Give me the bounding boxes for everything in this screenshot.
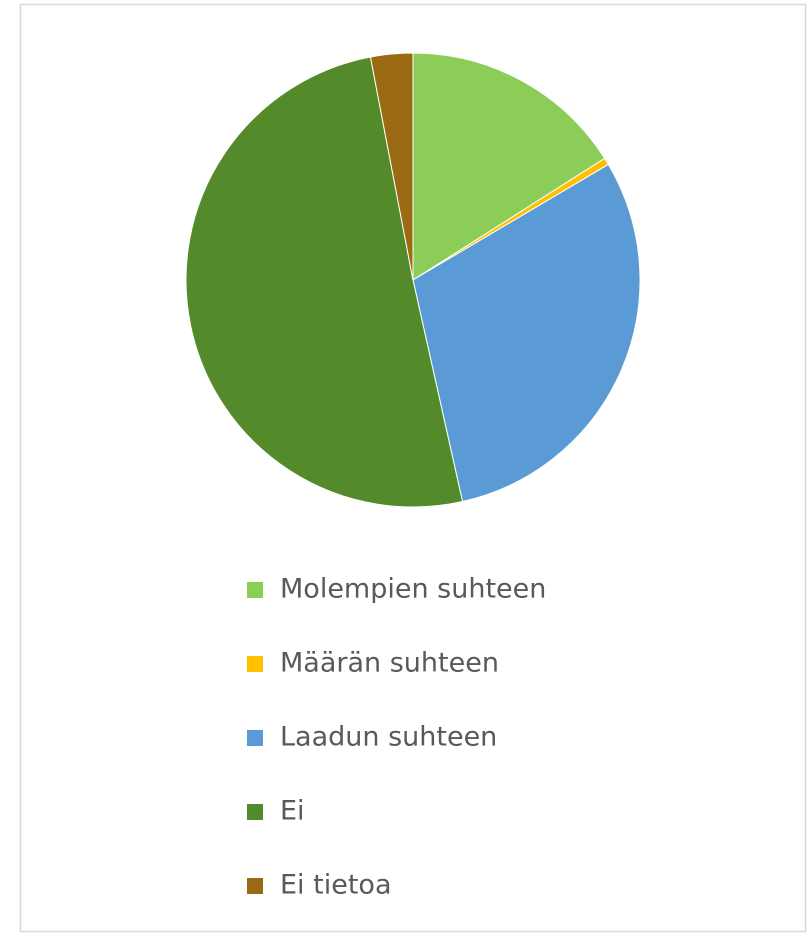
legend-label: Molempien suhteen (280, 574, 546, 605)
legend-swatch (247, 656, 263, 672)
legend-label: Määrän suhteen (280, 648, 499, 679)
pie-slice (369, 52, 414, 281)
pie-slice (412, 52, 606, 281)
legend-label: Laadun suhteen (280, 722, 497, 753)
legend-label: Ei tietoa (280, 870, 392, 901)
pie-slice (185, 56, 464, 508)
legend-swatch (247, 582, 263, 598)
legend-swatch (247, 730, 263, 746)
legend-swatch (247, 804, 263, 820)
legend-swatch (247, 878, 263, 894)
legend-label: Ei (280, 796, 305, 827)
pie-slice (412, 163, 641, 503)
